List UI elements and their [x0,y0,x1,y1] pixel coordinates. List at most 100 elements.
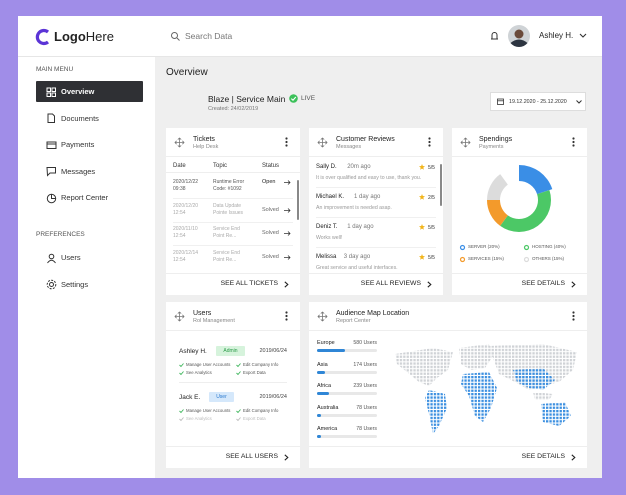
nav-icon [46,167,56,177]
star-icon [419,194,425,200]
check-icon [179,408,184,413]
scrollbar [297,180,299,220]
review-time: 3 day ago [343,254,371,260]
card-subtitle: Help Desk [193,144,219,150]
nav-item[interactable]: Overview [61,87,95,96]
world-map [395,344,577,434]
donut-segment [487,174,508,200]
bar-track [317,392,377,395]
review-time: 20m ago [347,164,371,170]
region-name: Australia [317,404,339,411]
date-range: 19.12.2020 - 25.12.2020 [509,99,567,105]
divider [309,446,587,447]
check-icon [236,408,241,413]
nav-item[interactable]: Payments [61,140,95,149]
card-subtitle: Report Center [336,318,371,324]
nav-item[interactable]: Settings [61,279,89,289]
move-icon [317,137,328,148]
notification-icon[interactable] [490,31,499,41]
nav-item[interactable]: Users [61,253,81,262]
row-arrow [284,254,291,260]
permission: See Analytics [186,416,212,421]
nav-item[interactable]: Report Center [61,193,109,202]
footer-link[interactable]: SEE DETAILS [521,280,565,287]
donut-segment [519,165,553,195]
ticket-time: 12:54 [173,209,186,216]
column-header: Date [173,163,186,169]
nav-item[interactable]: Messages [61,166,96,176]
card: Customer Reviews Messages SEE ALL REVIEWS S… [309,128,443,295]
dropdown-chevron [576,100,582,104]
reviewer-name: Michael K. [316,194,345,200]
move-icon [174,311,185,322]
legend-label: SERVER (20%) [468,244,500,249]
divider [166,172,300,173]
region-bar [317,370,326,374]
bar-track [317,370,377,374]
card: Tickets Help Desk SEE ALL TICKETS Date Topic… [166,128,300,295]
nav-icon [47,113,55,123]
region-bar [317,413,321,417]
more-menu[interactable] [428,137,431,147]
permission: Manage User Accounts [186,362,231,367]
scrollbar [440,164,442,206]
review-time: 1 day ago [354,194,381,200]
nav-active-bg [36,81,143,102]
user-name: Jack E. [179,394,201,401]
nav-icon [46,193,57,203]
reviewer-name: Deniz T. [316,224,338,230]
more-menu[interactable] [572,137,575,147]
ticket-time: 12:54 [173,233,186,239]
permission: Manage User Accounts [186,408,231,413]
legend-swatch [459,244,466,250]
permission: Export Data [243,370,266,375]
ticket-date: 2020/12/22 [173,179,199,185]
column-header: Topic [213,163,228,169]
more-menu[interactable] [285,137,288,147]
page-title: Overview [166,67,208,78]
project-name: Blaze | Service Main [208,94,286,104]
divider [173,198,293,199]
more-menu[interactable] [285,311,288,321]
bar-track [317,349,377,352]
nav-item[interactable]: Documents [61,113,99,123]
divider [166,156,300,157]
legend-swatch [523,256,530,262]
legend-label: OTHERS (15%) [532,256,565,261]
ticket-status: Solved [262,230,279,236]
card-title: Tickets [193,136,215,143]
chevron-right [571,281,576,288]
region-bar [317,435,321,438]
chevron-right [427,281,432,288]
status-badge: LIVE [301,94,316,102]
divider [309,330,587,331]
region-bar [317,392,329,395]
footer-link[interactable]: SEE ALL TICKETS [220,280,278,287]
date-range-picker[interactable]: 19.12.2020 - 25.12.2020 [490,92,586,111]
permission: Export Data [243,416,266,421]
footer-link[interactable]: SEE DETAILS [521,453,565,460]
move-icon [174,137,185,148]
nav-icon [46,87,56,97]
region-bar [317,349,345,352]
star-icon [419,164,425,170]
bar-track [317,413,377,417]
divider [173,245,293,246]
user-name[interactable]: Ashley H. [539,31,574,40]
region-count: 78 Users [356,426,377,432]
divider [173,221,293,223]
card: Audience Map Location Report Center SEE DE… [309,302,587,468]
card-title: Spendings [479,136,513,143]
ticket-topic: Point Re... [213,233,237,239]
more-menu[interactable] [572,311,575,321]
divider [316,217,436,218]
review-rating: 2/5 [428,194,435,201]
search-input[interactable]: Search Data [185,31,233,41]
footer-link[interactable]: SEE ALL REVIEWS [360,280,421,287]
footer-link[interactable]: SEE ALL USERS [225,453,278,460]
check-icon [236,370,241,375]
bar-track [317,435,377,438]
nav-icon [46,141,57,149]
region-count: 580 Users [353,340,377,346]
review-comment: Great service and useful interfaces. [316,265,398,271]
